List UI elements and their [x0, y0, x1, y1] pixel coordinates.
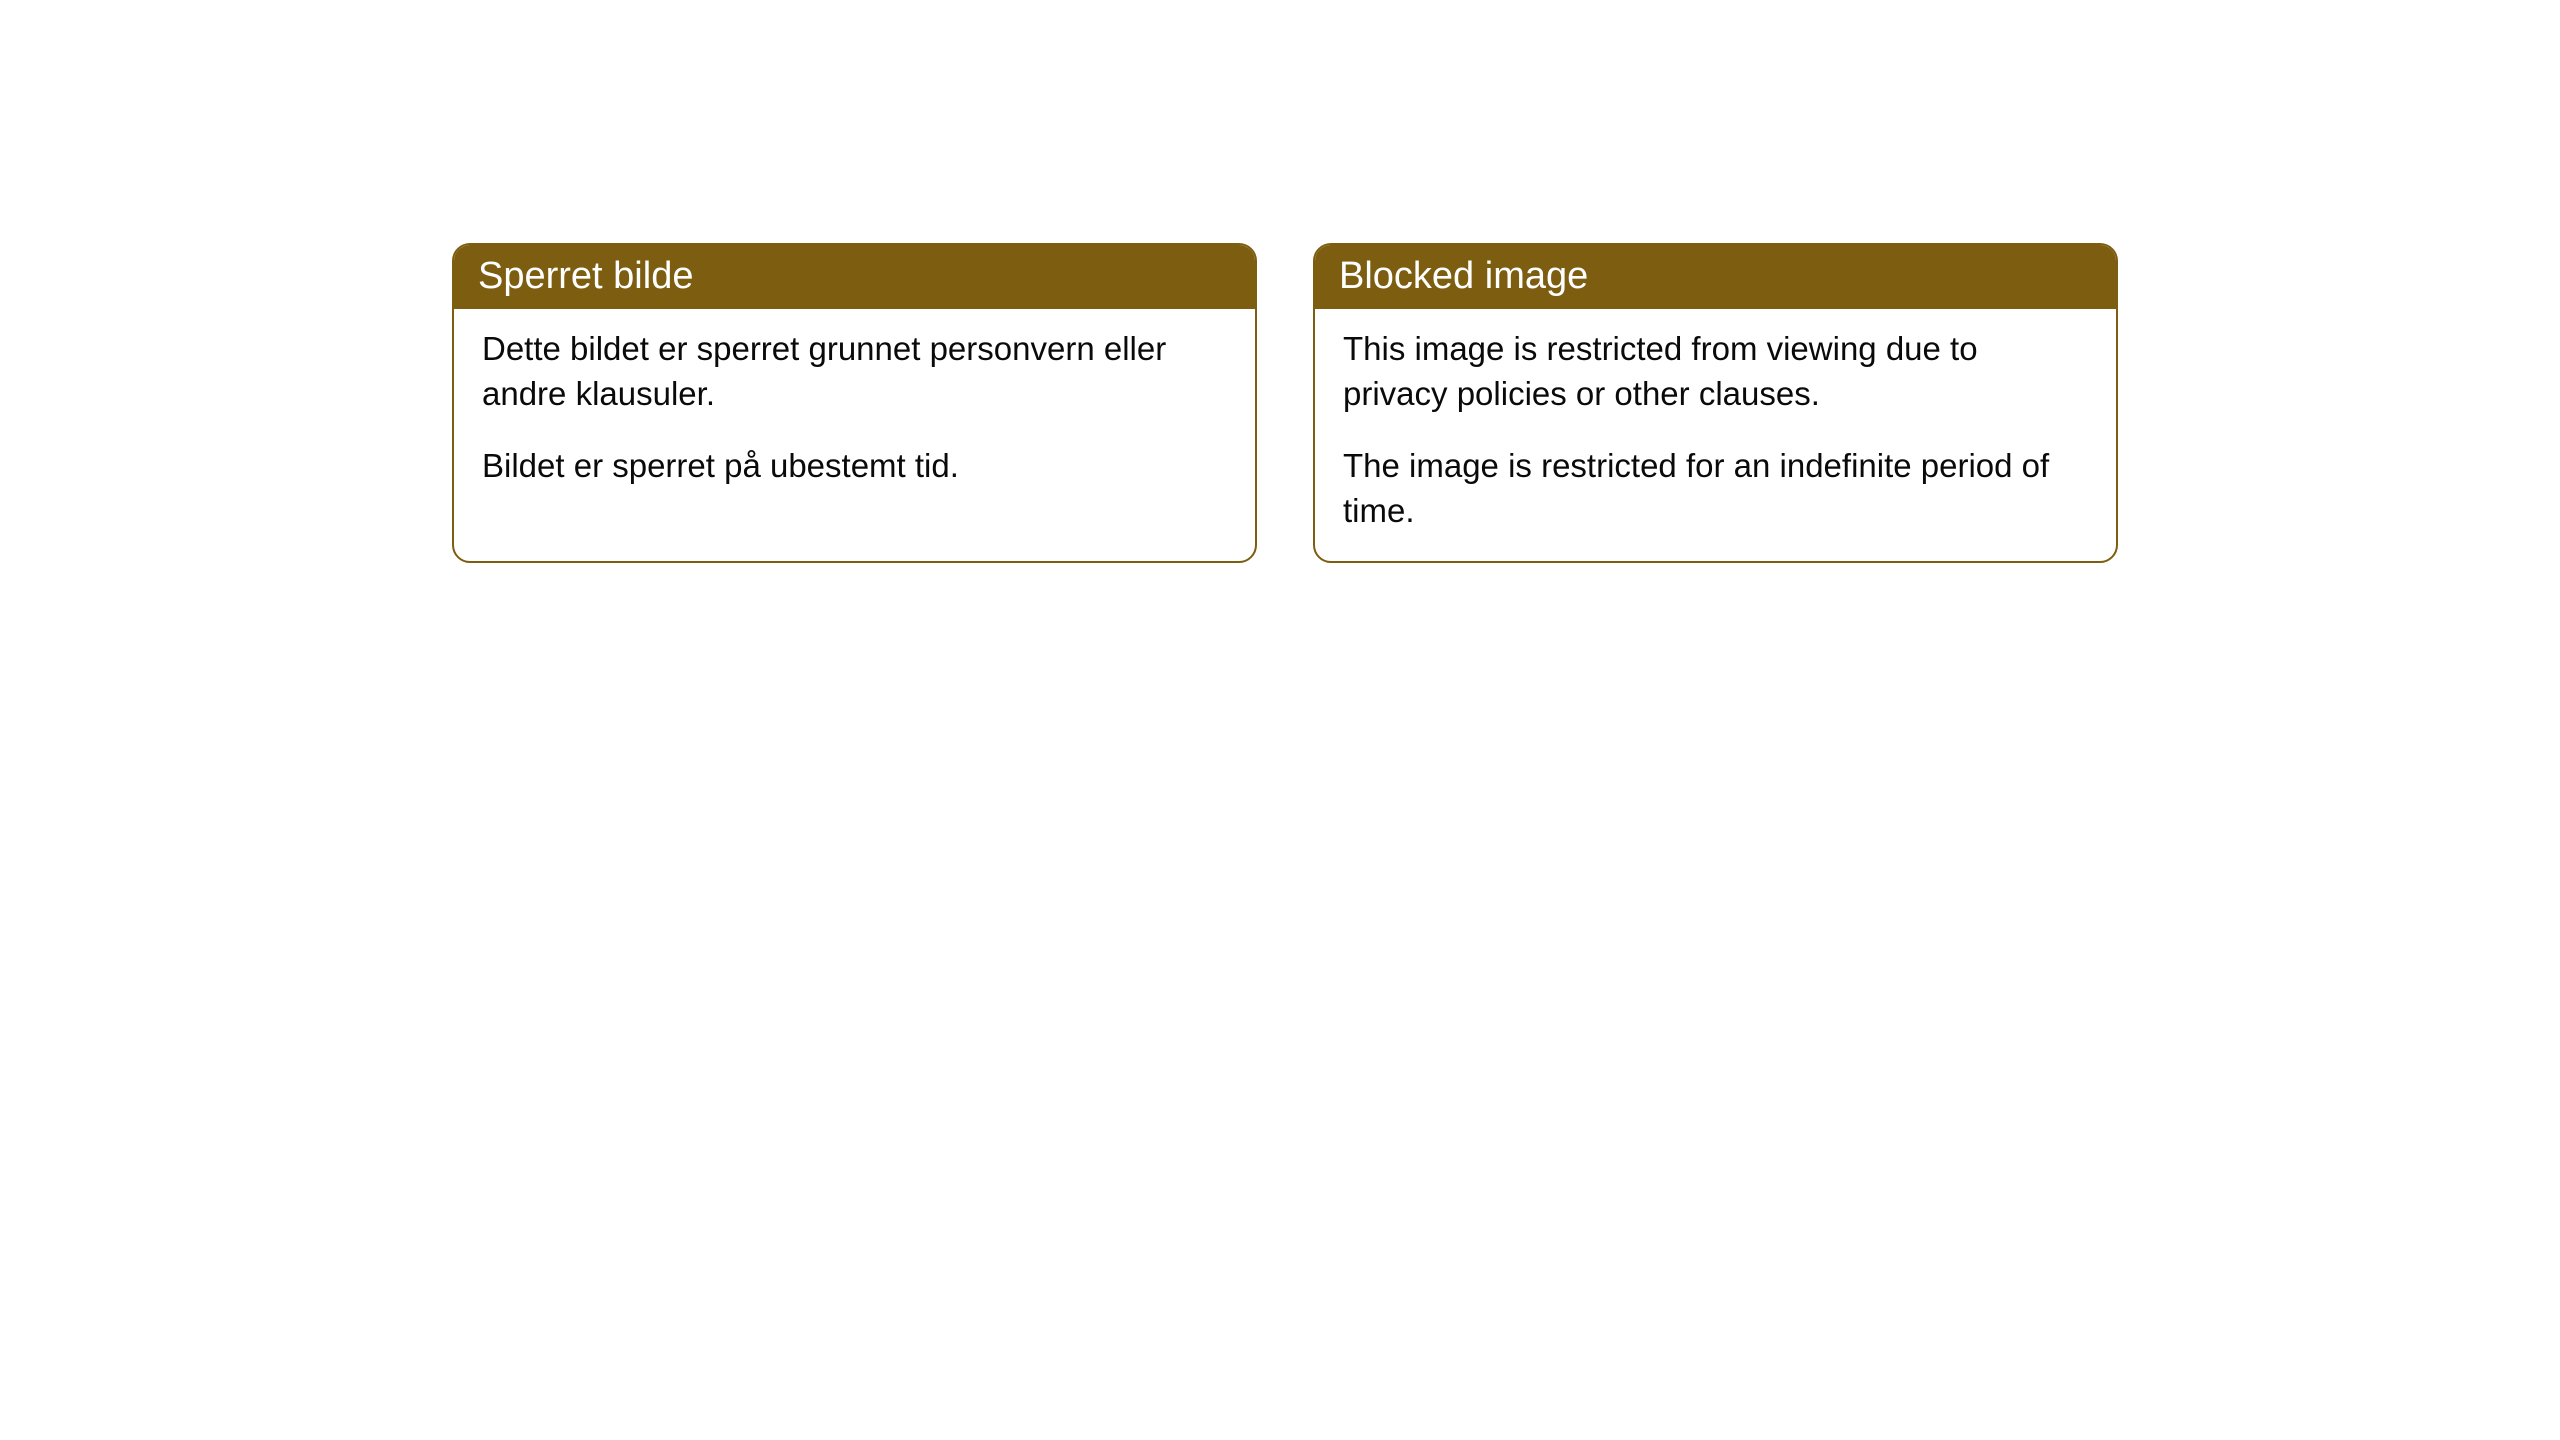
card-paragraph: Bildet er sperret på ubestemt tid. — [482, 444, 1227, 489]
card-title: Blocked image — [1339, 255, 1588, 297]
notice-cards-container: Sperret bilde Dette bildet er sperret gr… — [452, 243, 2118, 563]
card-paragraph: This image is restricted from viewing du… — [1343, 327, 2088, 416]
card-paragraph: Dette bildet er sperret grunnet personve… — [482, 327, 1227, 416]
card-paragraph: The image is restricted for an indefinit… — [1343, 444, 2088, 533]
card-body: Dette bildet er sperret grunnet personve… — [454, 309, 1255, 517]
notice-card-english: Blocked image This image is restricted f… — [1313, 243, 2118, 563]
card-header: Sperret bilde — [454, 245, 1255, 309]
card-body: This image is restricted from viewing du… — [1315, 309, 2116, 561]
card-header: Blocked image — [1315, 245, 2116, 309]
card-title: Sperret bilde — [478, 255, 693, 297]
notice-card-norwegian: Sperret bilde Dette bildet er sperret gr… — [452, 243, 1257, 563]
